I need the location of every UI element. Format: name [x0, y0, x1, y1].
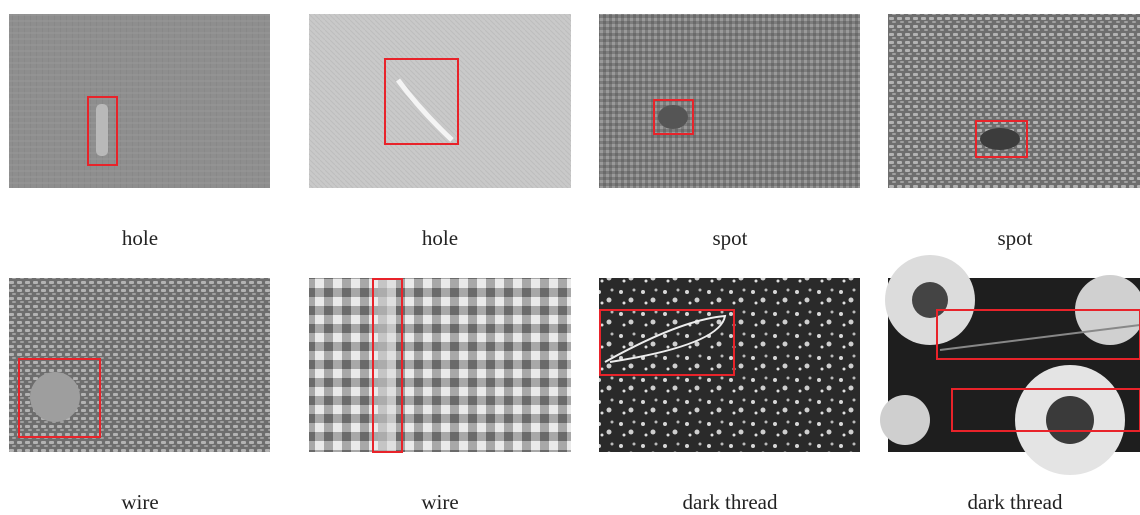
- fabric-image: [599, 278, 860, 452]
- defect: [30, 372, 80, 422]
- defect: [658, 105, 688, 129]
- panel-label: dark thread: [682, 490, 778, 514]
- panel-label: spot: [712, 226, 747, 250]
- panel-label: hole: [422, 226, 458, 250]
- fabric-image: [9, 14, 270, 188]
- defect: [980, 128, 1020, 150]
- panel-label: wire: [421, 490, 458, 514]
- fabric-image: [888, 14, 1140, 188]
- page: hole hole spot spot wire wire dark threa…: [0, 0, 1140, 515]
- panel-label: dark thread: [967, 490, 1063, 514]
- fabric-image: [9, 278, 270, 452]
- panel-label: spot: [997, 226, 1032, 250]
- figure: hole hole spot spot wire wire dark threa…: [0, 0, 1140, 515]
- panel-label: hole: [122, 226, 158, 250]
- panel-label: wire: [121, 490, 158, 514]
- defect: [96, 104, 108, 156]
- defect: [378, 279, 396, 452]
- fabric-image: [599, 14, 860, 188]
- fabric-image: [309, 278, 571, 452]
- fabric-image: [309, 14, 571, 188]
